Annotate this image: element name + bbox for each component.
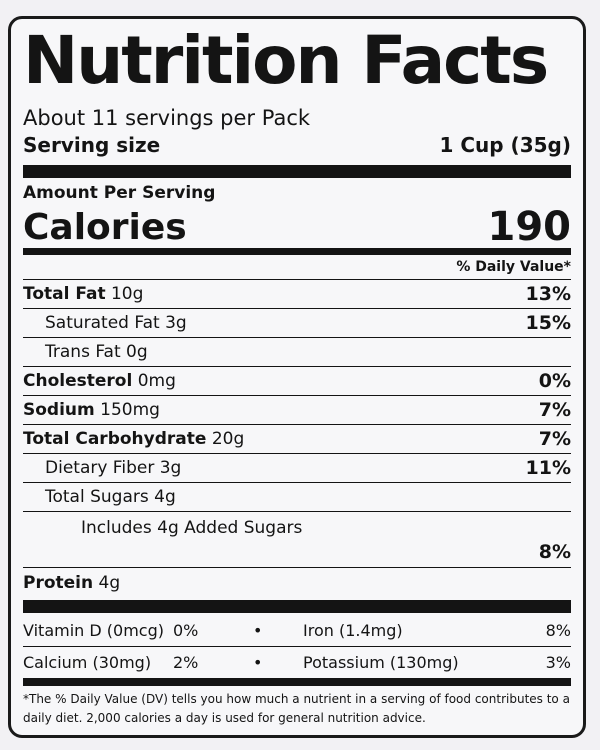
- mineral-dv: 3%: [545, 653, 571, 672]
- label-title: Nutrition Facts: [23, 22, 549, 99]
- medium-divider: [23, 248, 571, 255]
- nutrient-row-added-sugars: Includes 4g Added Sugars 8%: [23, 512, 571, 568]
- nutrient-amount: 3g: [165, 313, 187, 333]
- bullet-separator: •: [253, 621, 263, 640]
- vitamin-name: Calcium (30mg): [23, 653, 152, 672]
- serving-size-row: Serving size 1 Cup (35g): [23, 131, 571, 159]
- nutrient-row-trans-fat: Trans Fat 0g: [23, 338, 571, 367]
- nutrient-amount: 0mg: [137, 371, 176, 391]
- nutrient-dv: 7%: [538, 428, 571, 450]
- nutrient-name: Protein: [23, 573, 94, 593]
- vitamin-dv: 2%: [173, 653, 199, 672]
- bullet-separator: •: [253, 653, 263, 672]
- nutrient-amount: 20g: [211, 429, 245, 449]
- nutrient-row-saturated-fat: Saturated Fat 3g 15%: [23, 309, 571, 338]
- nutrient-dv: 15%: [525, 312, 571, 334]
- nutrient-row-total-carbohydrate: Total Carbohydrate 20g 7%: [23, 425, 571, 454]
- thick-divider: [23, 165, 571, 178]
- nutrient-amount: 0g: [126, 342, 148, 362]
- daily-value-header: % Daily Value*: [23, 255, 571, 280]
- nutrient-dv: 11%: [525, 457, 571, 479]
- nutrient-row-cholesterol: Cholesterol 0mg 0%: [23, 367, 571, 396]
- amount-per-serving: Amount Per Serving: [23, 183, 216, 203]
- nutrient-row-total-fat: Total Fat 10g 13%: [23, 280, 571, 309]
- nutrition-facts-label: Nutrition Facts About 11 servings per Pa…: [8, 16, 586, 738]
- nutrient-dv: 13%: [525, 283, 571, 305]
- nutrient-row-protein: Protein 4g: [23, 568, 571, 598]
- vitamins-section: Vitamin D (0mcg) 0% • Iron (1.4mg) 8% Ca…: [23, 615, 571, 679]
- vitamin-dv: 0%: [173, 621, 199, 640]
- calories-value: 190: [487, 204, 572, 250]
- nutrient-name: Sodium: [23, 400, 95, 420]
- nutrient-name: Dietary Fiber: [45, 458, 155, 478]
- calories-row: Calories 190: [23, 204, 571, 248]
- nutrient-name: Includes 4g Added Sugars: [81, 518, 303, 538]
- servings-per-container: About 11 servings per Pack: [23, 106, 311, 130]
- nutrient-amount: 3g: [159, 458, 182, 478]
- nutrient-name: Trans Fat: [45, 342, 121, 362]
- nutrient-name: Saturated Fat: [45, 313, 160, 333]
- mineral-dv: 8%: [545, 621, 571, 640]
- daily-value-footnote: *The % Daily Value (DV) tells you how mu…: [23, 692, 570, 725]
- vitamin-name: Vitamin D (0mcg): [23, 621, 164, 640]
- nutrient-dv: 7%: [538, 399, 571, 421]
- nutrient-name: Total Sugars: [45, 487, 149, 507]
- nutrient-amount: 4g: [154, 487, 176, 507]
- nutrient-name: Cholesterol: [23, 371, 133, 391]
- nutrient-dv: 0%: [538, 370, 571, 392]
- mineral-name: Potassium (130mg): [303, 653, 459, 672]
- serving-size-value: 1 Cup (35g): [439, 133, 571, 157]
- nutrient-amount: 150mg: [100, 400, 160, 420]
- vitamin-row: Vitamin D (0mcg) 0% • Iron (1.4mg) 8%: [23, 615, 571, 647]
- nutrient-row-sodium: Sodium 150mg 7%: [23, 396, 571, 425]
- nutrient-amount: 10g: [110, 284, 144, 304]
- nutrient-row-dietary-fiber: Dietary Fiber 3g 11%: [23, 454, 571, 483]
- serving-size-label: Serving size: [23, 133, 161, 157]
- calories-label: Calories: [23, 207, 187, 248]
- nutrient-row-total-sugars: Total Sugars 4g: [23, 483, 571, 512]
- thick-divider: [23, 600, 571, 613]
- nutrient-dv: 8%: [538, 541, 571, 563]
- nutrient-name: Total Fat: [23, 284, 106, 304]
- medium-divider: [23, 679, 571, 686]
- nutrient-name: Total Carbohydrate: [23, 429, 207, 449]
- vitamin-row: Calcium (30mg) 2% • Potassium (130mg) 3%: [23, 647, 571, 679]
- nutrient-amount: 4g: [98, 573, 121, 593]
- mineral-name: Iron (1.4mg): [303, 621, 403, 640]
